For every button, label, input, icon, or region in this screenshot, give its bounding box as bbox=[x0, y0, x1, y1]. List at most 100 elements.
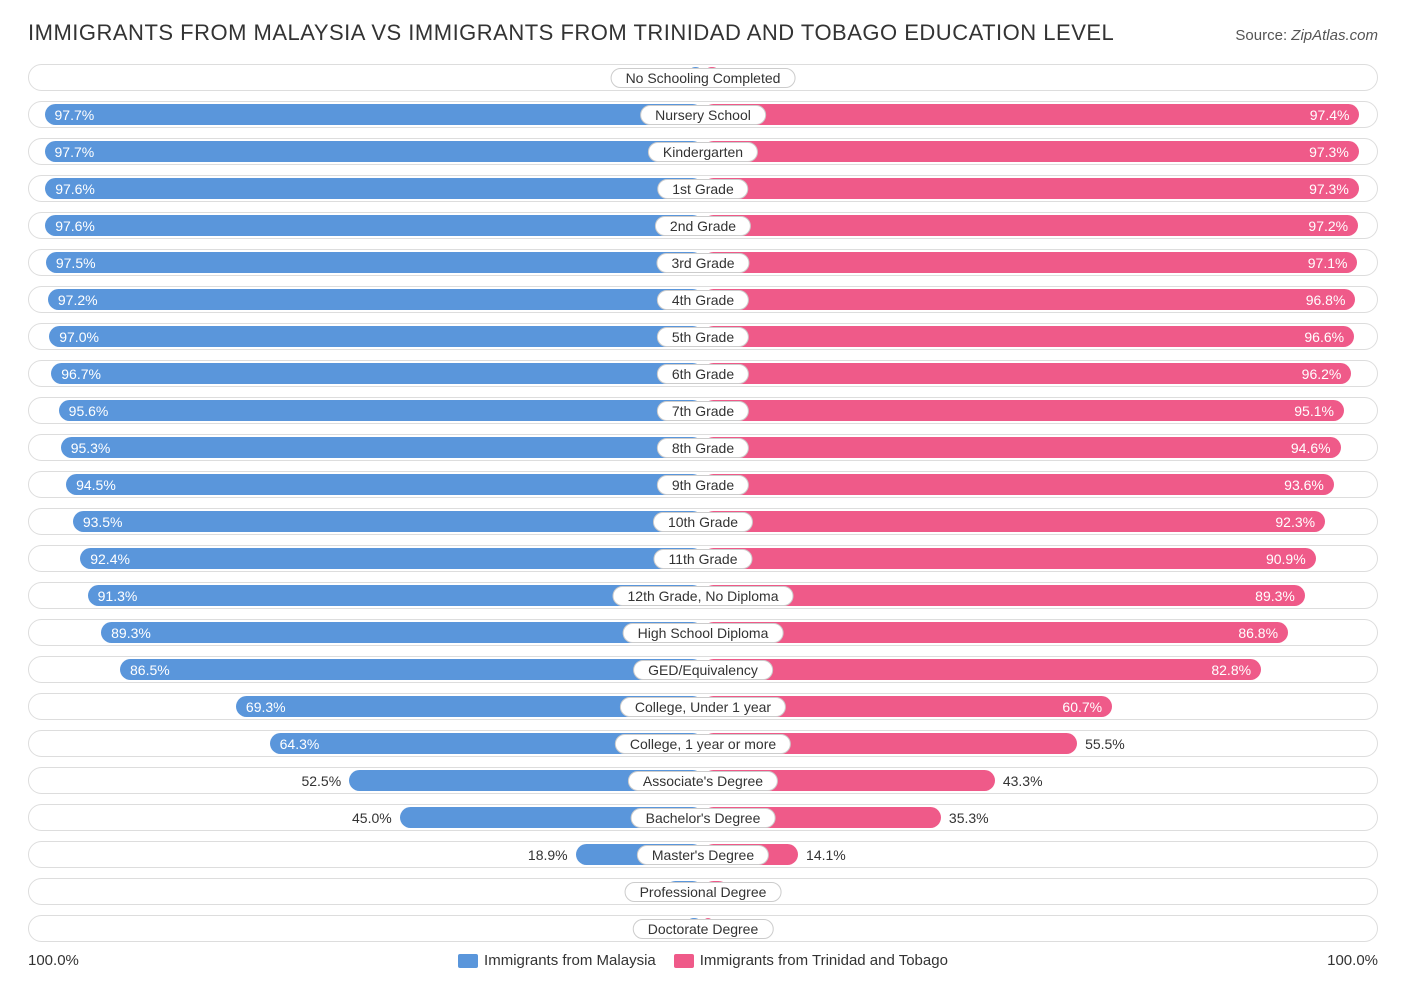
value-label-left: 97.6% bbox=[55, 181, 95, 197]
category-label: Nursery School bbox=[640, 105, 766, 125]
chart-row: 18.9%14.1%Master's Degree bbox=[28, 841, 1378, 868]
value-label-left: 94.5% bbox=[76, 477, 116, 493]
bar-right: 97.3% bbox=[703, 141, 1359, 162]
bar-right: 97.4% bbox=[703, 104, 1359, 125]
bar-left: 95.3% bbox=[61, 437, 703, 458]
bar-right: 97.3% bbox=[703, 178, 1359, 199]
bar-left: 97.5% bbox=[46, 252, 703, 273]
category-label: 1st Grade bbox=[657, 179, 748, 199]
chart-row: 97.5% 97.1% 3rd Grade bbox=[28, 249, 1378, 276]
bar-left: 91.3% bbox=[88, 585, 703, 606]
source-name: ZipAtlas.com bbox=[1291, 27, 1378, 44]
value-label-left: 97.7% bbox=[55, 144, 95, 160]
value-label-right: 97.3% bbox=[1309, 144, 1349, 160]
bar-left: 97.6% bbox=[45, 178, 703, 199]
chart-row: 97.2% 96.8% 4th Grade bbox=[28, 286, 1378, 313]
value-label-right: 96.6% bbox=[1304, 329, 1344, 345]
chart-row: 93.5%92.3%10th Grade bbox=[28, 508, 1378, 535]
category-label: 8th Grade bbox=[657, 438, 749, 458]
category-label: 4th Grade bbox=[657, 290, 749, 310]
diverging-bar-chart: 2.3%2.6%No Schooling Completed97.7%97.4%… bbox=[28, 64, 1378, 942]
bar-right: 82.8% bbox=[703, 659, 1261, 680]
value-label-right: 93.6% bbox=[1284, 477, 1324, 493]
bar-left: 93.5% bbox=[73, 511, 703, 532]
bar-left: 92.4% bbox=[80, 548, 703, 569]
chart-footer: 100.0% Immigrants from Malaysia Immigran… bbox=[28, 952, 1378, 969]
value-label-left: 18.9% bbox=[528, 847, 568, 863]
value-label-left: 97.0% bbox=[59, 329, 99, 345]
bar-right: 95.1% bbox=[703, 400, 1344, 421]
value-label-right: 96.8% bbox=[1306, 292, 1346, 308]
value-label-right: 97.1% bbox=[1308, 255, 1348, 271]
value-label-left: 97.7% bbox=[55, 107, 95, 123]
value-label-left: 86.5% bbox=[130, 662, 170, 678]
value-label-right: 97.2% bbox=[1308, 218, 1348, 234]
chart-row: 69.3%60.7%College, Under 1 year bbox=[28, 693, 1378, 720]
bar-right: 92.3% bbox=[703, 511, 1325, 532]
legend-label-right: Immigrants from Trinidad and Tobago bbox=[700, 952, 948, 969]
value-label-right: 96.2% bbox=[1302, 366, 1342, 382]
axis-right-end: 100.0% bbox=[1327, 952, 1378, 969]
bar-left: 95.6% bbox=[59, 400, 703, 421]
value-label-right: 95.1% bbox=[1294, 403, 1334, 419]
bar-left: 96.7% bbox=[51, 363, 703, 384]
chart-header: IMMIGRANTS FROM MALAYSIA VS IMMIGRANTS F… bbox=[28, 20, 1378, 46]
value-label-left: 97.2% bbox=[58, 292, 98, 308]
chart-row: 89.3%86.8%High School Diploma bbox=[28, 619, 1378, 646]
value-label-right: 97.4% bbox=[1310, 107, 1350, 123]
value-label-right: 97.3% bbox=[1309, 181, 1349, 197]
value-label-right: 55.5% bbox=[1085, 736, 1125, 752]
value-label-left: 97.5% bbox=[56, 255, 96, 271]
chart-row: 97.7% 97.3% Kindergarten bbox=[28, 138, 1378, 165]
bar-left: 97.6% bbox=[45, 215, 703, 236]
value-label-left: 92.4% bbox=[90, 551, 130, 567]
chart-row: 97.0%96.6%5th Grade bbox=[28, 323, 1378, 350]
category-label: 3rd Grade bbox=[656, 253, 749, 273]
category-label: 10th Grade bbox=[653, 512, 753, 532]
value-label-left: 97.6% bbox=[55, 218, 95, 234]
legend-item-right: Immigrants from Trinidad and Tobago bbox=[674, 952, 948, 969]
value-label-left: 95.6% bbox=[69, 403, 109, 419]
category-label: Doctorate Degree bbox=[633, 919, 774, 939]
bar-left: 89.3% bbox=[101, 622, 703, 643]
bar-right: 96.6% bbox=[703, 326, 1354, 347]
value-label-left: 45.0% bbox=[352, 810, 392, 826]
bar-right: 93.6% bbox=[703, 474, 1334, 495]
category-label: College, 1 year or more bbox=[615, 734, 791, 754]
value-label-right: 82.8% bbox=[1211, 662, 1251, 678]
chart-row: 92.4% 90.9%11th Grade bbox=[28, 545, 1378, 572]
value-label-left: 91.3% bbox=[98, 588, 138, 604]
bar-left: 97.2% bbox=[48, 289, 703, 310]
bar-right: 97.1% bbox=[703, 252, 1357, 273]
bar-left: 97.0% bbox=[49, 326, 703, 347]
value-label-left: 95.3% bbox=[71, 440, 111, 456]
bar-right: 96.8% bbox=[703, 289, 1355, 310]
bar-left: 94.5% bbox=[66, 474, 703, 495]
legend-swatch-right bbox=[674, 954, 694, 968]
chart-row: 95.6%95.1%7th Grade bbox=[28, 397, 1378, 424]
category-label: Bachelor's Degree bbox=[631, 808, 776, 828]
category-label: Associate's Degree bbox=[628, 771, 778, 791]
value-label-right: 43.3% bbox=[1003, 773, 1043, 789]
value-label-right: 94.6% bbox=[1291, 440, 1331, 456]
value-label-right: 35.3% bbox=[949, 810, 989, 826]
source-attribution: Source: ZipAtlas.com bbox=[1235, 27, 1378, 44]
category-label: Kindergarten bbox=[648, 142, 758, 162]
chart-row: 45.0% 35.3% Bachelor's Degree bbox=[28, 804, 1378, 831]
bar-left: 86.5% bbox=[120, 659, 703, 680]
legend-item-left: Immigrants from Malaysia bbox=[458, 952, 656, 969]
value-label-left: 96.7% bbox=[61, 366, 101, 382]
category-label: 9th Grade bbox=[657, 475, 749, 495]
bar-right: 90.9% bbox=[703, 548, 1316, 569]
chart-row: 94.5% 93.6% 9th Grade bbox=[28, 471, 1378, 498]
chart-title: IMMIGRANTS FROM MALAYSIA VS IMMIGRANTS F… bbox=[28, 20, 1114, 46]
chart-row: 91.3%89.3%12th Grade, No Diploma bbox=[28, 582, 1378, 609]
category-label: Professional Degree bbox=[625, 882, 782, 902]
bar-left: 97.7% bbox=[45, 141, 703, 162]
bar-right: 94.6% bbox=[703, 437, 1341, 458]
chart-row: 97.6%97.2%2nd Grade bbox=[28, 212, 1378, 239]
legend: Immigrants from Malaysia Immigrants from… bbox=[79, 952, 1327, 969]
category-label: College, Under 1 year bbox=[620, 697, 786, 717]
chart-row: 95.3% 94.6% 8th Grade bbox=[28, 434, 1378, 461]
category-label: 11th Grade bbox=[653, 549, 752, 569]
